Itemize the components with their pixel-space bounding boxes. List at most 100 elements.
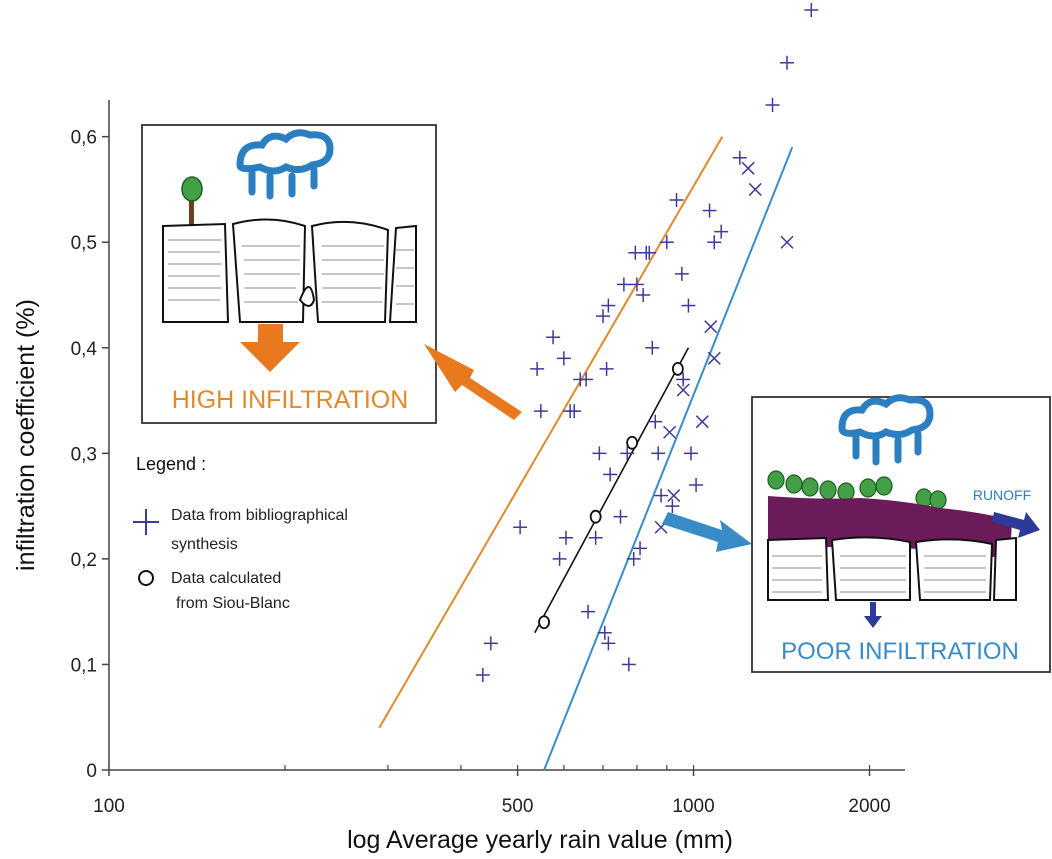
x-ticks: 100 500 1000 2000 [93, 765, 891, 817]
rock-block-high [162, 218, 417, 323]
data-point-plus [546, 330, 561, 345]
data-point-cross [704, 320, 718, 334]
data-point-cross [667, 489, 681, 503]
y-tick-label: 0,1 [71, 655, 97, 676]
rock-strata-high [168, 239, 414, 305]
rock-block-poor [767, 536, 1017, 601]
x-tick-label: 2000 [848, 796, 890, 817]
trend-line-3 [534, 347, 690, 634]
high-infiltration-inset: HIGH INFILTRATION [141, 124, 437, 424]
legend-title: Legend : [136, 454, 206, 474]
high-infiltration-label: HIGH INFILTRATION [172, 386, 409, 414]
legend-item-2-line1: Data calculated [171, 570, 281, 587]
data-point-plus [552, 551, 567, 566]
data-point-plus [669, 193, 684, 207]
small-down-arrow-icon [864, 602, 882, 628]
data-point-plus [601, 636, 616, 651]
data-point-plus [603, 467, 618, 482]
data-point-plus [613, 509, 628, 524]
y-tick-label: 0,6 [71, 128, 97, 149]
data-point-cross [780, 235, 794, 249]
data-point-plus [642, 245, 657, 260]
data-point-plus [616, 277, 631, 292]
y-tick-label: 0,2 [71, 550, 97, 571]
data-point-plus [636, 288, 651, 302]
data-point-plus [626, 551, 641, 566]
data-point-plus [689, 478, 704, 492]
data-point-plus [620, 446, 635, 461]
data-point-cross [663, 425, 677, 439]
y-axis-title: infiltration coefficient (%) [12, 299, 40, 571]
data-point-plus [804, 3, 819, 17]
data-point-plus [780, 55, 795, 70]
poor-infiltration-label: POOR INFILTRATION [781, 638, 1019, 665]
legend-circle-icon [138, 570, 154, 586]
data-point-plus [513, 520, 528, 535]
data-point-plus [654, 488, 669, 503]
y-tick-label: 0,3 [71, 444, 97, 465]
x-axis-title: log Average yearly rain value (mm) [347, 826, 733, 854]
down-arrow-icon [240, 324, 300, 372]
data-point-cross [741, 161, 755, 175]
data-point-plus [483, 636, 498, 651]
data-point-plus [659, 235, 674, 250]
data-point-plus [676, 372, 691, 387]
y-tick-label: 0,5 [71, 233, 97, 254]
data-point-plus [633, 541, 648, 556]
data-point-plus [475, 668, 490, 682]
trees-icon [767, 470, 947, 510]
data-point-plus [645, 340, 660, 355]
x-tick-label: 100 [93, 796, 125, 817]
trend-line-2 [543, 146, 794, 771]
data-point-plus [707, 235, 722, 250]
rock-strata-poor [772, 555, 986, 593]
data-point-plus [533, 404, 548, 419]
tree-icon [181, 176, 203, 225]
data-point-plus [601, 298, 616, 313]
data-point-plus [556, 351, 571, 366]
data-point-cross [695, 415, 709, 429]
blue-pointer-arrow-icon [662, 512, 752, 552]
legend-item-1-line1: Data from bibliographical [171, 507, 348, 524]
data-point-cross [676, 383, 690, 397]
data-point-cross [707, 351, 721, 365]
legend-item-2-line2: from Siou-Blanc [176, 595, 290, 612]
data-point-cross [748, 182, 762, 196]
data-point-plus [665, 499, 680, 514]
y-tick-label: 0 [86, 761, 97, 782]
orange-pointer-arrow-icon [424, 344, 522, 420]
data-point-plus [596, 309, 611, 324]
axes: 0 0,1 0,2 0,3 0,4 0,5 0,6 100 500 1000 2000 [71, 100, 905, 817]
x-tick-label: 500 [502, 796, 534, 817]
runoff-label: RUNOFF [973, 487, 1031, 503]
data-point-plus [681, 298, 696, 313]
runoff-arrow-icon [992, 512, 1040, 538]
data-point-circle [671, 361, 684, 376]
data-point-plus [621, 657, 636, 672]
data-point-plus [558, 530, 573, 545]
data-point-plus [732, 150, 747, 165]
data-point-plus [702, 203, 717, 218]
data-point-plus [714, 224, 729, 239]
data-point-plus [592, 446, 607, 461]
data-point-plus [567, 404, 582, 419]
data-point-plus [684, 446, 698, 461]
trend-line-1 [378, 136, 724, 729]
data-points [475, 3, 819, 682]
data-point-plus [588, 530, 603, 545]
data-point-plus [597, 625, 612, 640]
x-tick-label: 1000 [672, 796, 714, 817]
data-point-plus [765, 98, 780, 112]
data-point-circle [626, 435, 638, 450]
legend-item-1-line2: synthesis [171, 536, 238, 553]
cloud-icon [236, 129, 334, 200]
data-point-circle [589, 509, 602, 524]
y-tick-label: 0,4 [71, 339, 98, 360]
data-point-plus [579, 372, 594, 387]
data-point-plus [674, 266, 689, 281]
trend-lines [378, 136, 794, 771]
data-point-plus [648, 414, 663, 429]
legend: Legend : Data from bibliographical synth… [133, 454, 348, 612]
poor-infiltration-inset: RUNOFF POOR INFILTRATION [751, 394, 1051, 673]
data-point-plus [530, 361, 545, 376]
